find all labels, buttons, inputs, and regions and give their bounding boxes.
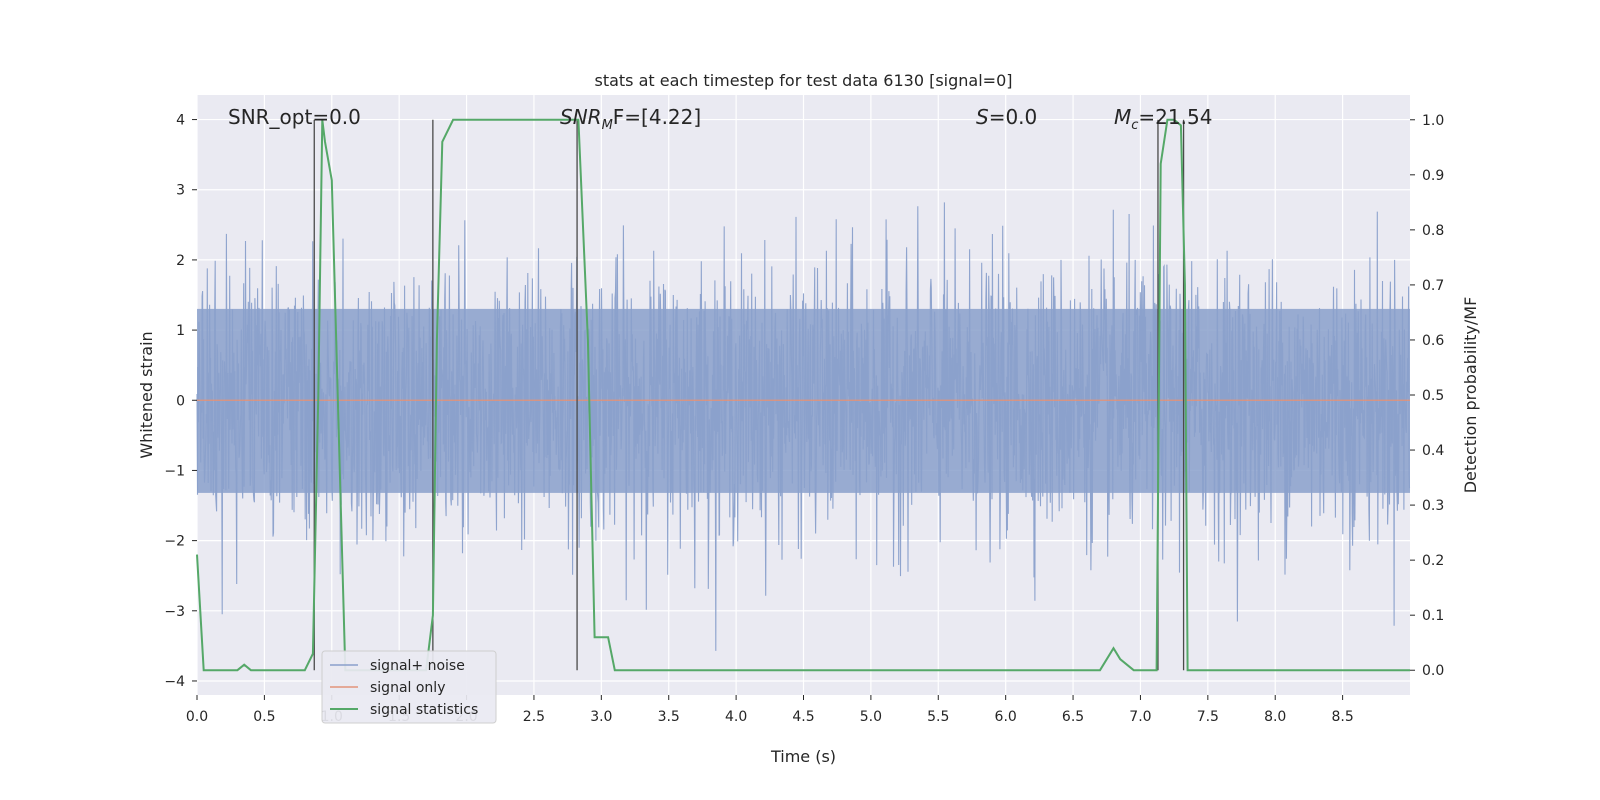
statistics-line bbox=[196, 118, 1410, 672]
x-tick-label: 8.0 bbox=[1264, 709, 1286, 725]
annotation-snr-opt: SNR_opt=0.0 bbox=[228, 105, 361, 129]
y-tick-label: −3 bbox=[164, 604, 185, 620]
x-tick-label: 7.5 bbox=[1197, 709, 1219, 725]
y2-tick-label: 0.9 bbox=[1422, 168, 1444, 184]
y2-tick-label: 0.5 bbox=[1422, 388, 1444, 404]
statistics-series bbox=[196, 118, 1410, 672]
x-tick-label: 8.5 bbox=[1331, 709, 1353, 725]
annotation-snr-mf-rest: F=[4.22] bbox=[613, 105, 701, 129]
y-tick-label: 3 bbox=[176, 183, 185, 199]
y-tick-label: 4 bbox=[176, 113, 185, 129]
x-tick-label: 0.5 bbox=[253, 709, 275, 725]
x-tick-label: 5.5 bbox=[927, 709, 949, 725]
y2-tick-label: 0.2 bbox=[1422, 553, 1444, 569]
y-axis-ticks: 4 3 2 1 0 −1 −2 −3 −4 bbox=[164, 113, 197, 690]
x-tick-label: 5.0 bbox=[860, 709, 882, 725]
y-tick-label: 1 bbox=[176, 323, 185, 339]
y-tick-label: −1 bbox=[164, 463, 185, 479]
y2-axis-label: Detection probability/MF bbox=[1461, 297, 1480, 494]
y2-tick-label: 0.1 bbox=[1422, 608, 1444, 624]
legend: signal+ noise signal only signal statist… bbox=[321, 650, 497, 724]
y2-tick-label: 1.0 bbox=[1422, 113, 1444, 129]
annotation-snr-mf-sub: M bbox=[602, 118, 613, 133]
y2-tick-label: 0.4 bbox=[1422, 443, 1444, 459]
y-tick-label: −2 bbox=[164, 534, 185, 550]
legend-label-signal-noise: signal+ noise bbox=[370, 658, 465, 674]
annotation-mc-main: M bbox=[1114, 105, 1131, 129]
annotation-s-main: S bbox=[976, 105, 989, 129]
annotation-snr-mf: SNRMF=[4.22] bbox=[560, 105, 701, 133]
x-tick-label: 4.5 bbox=[792, 709, 814, 725]
legend-box bbox=[321, 650, 497, 724]
x-tick-label: 6.5 bbox=[1062, 709, 1084, 725]
y-tick-label: −4 bbox=[164, 674, 185, 690]
chart-title: stats at each timestep for test data 613… bbox=[594, 71, 1012, 90]
x-tick-label: 3.5 bbox=[658, 709, 680, 725]
x-tick-label: 2.5 bbox=[523, 709, 545, 725]
annotation-snr-mf-main: SNR bbox=[560, 105, 602, 129]
x-tick-label: 4.0 bbox=[725, 709, 747, 725]
annotation-s: S=0.0 bbox=[976, 105, 1037, 129]
x-tick-label: 6.0 bbox=[995, 709, 1017, 725]
noise-line bbox=[196, 202, 1411, 651]
y2-tick-label: 0.3 bbox=[1422, 498, 1444, 514]
annotation-s-rest: =0.0 bbox=[989, 105, 1038, 129]
y2-axis-ticks: 1.0 0.9 0.8 0.7 0.6 0.5 0.4 0.3 0.2 0.1 0.0 bbox=[1410, 113, 1444, 679]
y2-tick-label: 0.8 bbox=[1422, 223, 1444, 239]
annotation-mc-rest: =21.54 bbox=[1138, 105, 1212, 129]
y2-tick-label: 0.7 bbox=[1422, 278, 1444, 294]
y-axis-label: Whitened strain bbox=[137, 331, 156, 458]
y-tick-label: 0 bbox=[176, 393, 185, 409]
y2-tick-label: 0.6 bbox=[1422, 333, 1444, 349]
y2-tick-label: 0.0 bbox=[1422, 663, 1444, 679]
legend-label-signal-statistics: signal statistics bbox=[370, 702, 478, 718]
x-tick-label: 3.0 bbox=[590, 709, 612, 725]
x-axis-label: Time (s) bbox=[770, 747, 836, 766]
annotation-mc-sub: c bbox=[1131, 118, 1138, 133]
y-tick-label: 2 bbox=[176, 253, 185, 269]
annotation-mc: Mc=21.54 bbox=[1114, 105, 1212, 133]
x-tick-label: 0.0 bbox=[186, 709, 208, 725]
legend-label-signal-only: signal only bbox=[370, 680, 445, 696]
x-tick-label: 7.0 bbox=[1129, 709, 1151, 725]
